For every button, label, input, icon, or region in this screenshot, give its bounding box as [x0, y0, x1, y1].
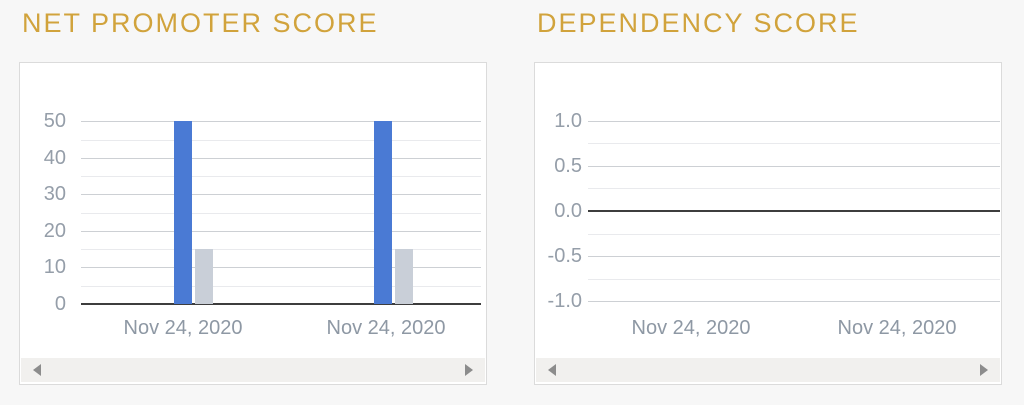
- major-gridline: [81, 158, 481, 159]
- dependency-score-title: DEPENDENCY SCORE: [537, 8, 860, 38]
- minor-gridline: [81, 176, 481, 177]
- x-axis-category-label: Nov 24, 2020: [837, 317, 957, 339]
- y-axis-tick-label: 30: [43, 183, 66, 205]
- major-gridline: [588, 166, 1000, 167]
- minor-gridline: [81, 249, 481, 250]
- scroll-left-icon[interactable]: [548, 364, 556, 376]
- major-gridline: [588, 256, 1000, 257]
- minor-gridline: [588, 143, 1000, 144]
- net-promoter-score-section: NET PROMOTER SCORE 0 10 20 30 40 50 Nov 24, 20…: [19, 8, 488, 385]
- minor-gridline: [588, 188, 1000, 189]
- y-axis-tick-label: 0: [54, 293, 66, 315]
- major-gridline: [81, 194, 481, 195]
- blue-series-bar[interactable]: [374, 121, 392, 304]
- y-axis-tick-label: -1.0: [547, 290, 582, 312]
- scroll-left-icon[interactable]: [33, 364, 41, 376]
- major-gridline: [81, 231, 481, 232]
- horizontal-scrollbar[interactable]: [536, 358, 1000, 382]
- x-axis-category-label: Nov 24, 2020: [631, 317, 751, 339]
- blue-series-bar[interactable]: [174, 121, 192, 304]
- horizontal-scrollbar[interactable]: [21, 358, 485, 382]
- minor-gridline: [588, 279, 1000, 280]
- major-gridline: [588, 121, 1000, 122]
- y-axis-tick-label: 40: [43, 147, 66, 169]
- zero-axis-line: [588, 210, 1000, 212]
- minor-gridline: [81, 286, 481, 287]
- y-axis-tick-label: 50: [43, 110, 66, 132]
- y-axis-tick-label: -0.5: [547, 245, 582, 267]
- scroll-right-icon[interactable]: [465, 364, 473, 376]
- y-axis-tick-label: 10: [43, 256, 66, 278]
- dependency-score-section: DEPENDENCY SCORE -1.0 -0.5 0.0 0.5 1.0 Nov 24…: [534, 8, 1003, 385]
- y-axis-tick-label: 0.5: [554, 155, 582, 177]
- x-axis-category-label: Nov 24, 2020: [326, 317, 446, 339]
- y-axis-tick-label: 0.0: [554, 200, 582, 222]
- major-gridline: [588, 301, 1000, 302]
- dependency-score-chart: -1.0 -0.5 0.0 0.5 1.0 Nov 24, 2020 Nov 24, 202…: [534, 62, 1002, 385]
- minor-gridline: [81, 140, 481, 141]
- scroll-right-icon[interactable]: [980, 364, 988, 376]
- minor-gridline: [588, 234, 1000, 235]
- y-axis-tick-label: 20: [43, 220, 66, 242]
- y-axis-tick-label: 1.0: [554, 110, 582, 132]
- major-gridline: [81, 121, 481, 122]
- net-promoter-score-chart: 0 10 20 30 40 50 Nov 24, 2020 Nov 24, 2020: [19, 62, 487, 385]
- x-axis-category-label: Nov 24, 2020: [123, 317, 243, 339]
- gray-series-bar[interactable]: [395, 249, 413, 304]
- major-gridline: [81, 267, 481, 268]
- net-promoter-score-title: NET PROMOTER SCORE: [22, 8, 379, 38]
- gray-series-bar[interactable]: [195, 249, 213, 304]
- zero-axis-line: [81, 303, 481, 305]
- minor-gridline: [81, 213, 481, 214]
